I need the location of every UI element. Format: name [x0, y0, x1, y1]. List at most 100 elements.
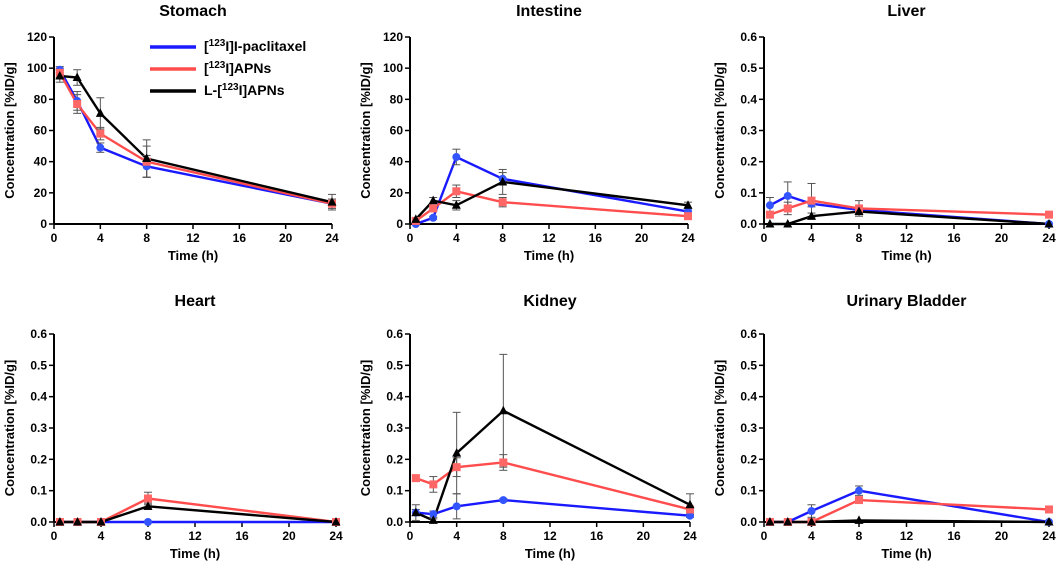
y-axis-label: Concentration [%ID/g] [2, 62, 17, 199]
x-axis-label: Time (h) [170, 546, 220, 561]
data-point [411, 214, 421, 223]
data-point [499, 458, 508, 467]
data-point [73, 100, 82, 109]
y-tick-label: 0.5 [740, 61, 757, 75]
data-point [855, 486, 863, 495]
chart-panel-heart: Heart 0.0 0.1 0.2 0.3 0.4 0.5 0.6 0 4 8 12 16 20 24 Tim… [2, 293, 343, 561]
y-tick-label: 0.0 [740, 217, 757, 231]
data-point [685, 499, 695, 509]
data-point [686, 511, 694, 520]
data-point [55, 517, 65, 526]
data-point [452, 448, 462, 457]
x-axis-label: Time (h) [881, 546, 931, 561]
data-point [96, 129, 105, 138]
data-point [855, 496, 863, 505]
data-point [854, 515, 864, 524]
y-tick-label: 0.2 [740, 452, 757, 466]
x-axis-label: Time (h) [168, 248, 218, 263]
data-point [765, 210, 774, 219]
x-tick-label: 24 [683, 529, 697, 543]
data-point [783, 517, 793, 526]
data-point [807, 517, 816, 526]
x-tick-label: 16 [235, 529, 249, 543]
data-point [451, 200, 461, 209]
x-tick-label: 20 [995, 529, 1009, 543]
x-tick-label: 8 [499, 231, 506, 245]
y-tick-label: 0.1 [740, 484, 757, 498]
y-tick-label: 0 [396, 217, 403, 231]
data-point [411, 474, 420, 483]
x-tick-label: 20 [635, 231, 649, 245]
data-point [807, 507, 816, 516]
x-tick-label: 8 [856, 231, 863, 245]
y-tick-label: 0.0 [30, 515, 47, 529]
data-point [765, 517, 775, 526]
data-point [854, 206, 864, 216]
x-tick-label: 12 [543, 529, 557, 543]
y-tick-label: 0.6 [740, 30, 757, 44]
chart-panel-kidney: Kidney 0.0 0.1 0.2 0.3 0.4 0.5 0.6 0 4 8 12 16 20 24 Ti… [358, 293, 697, 561]
y-tick-label: 20 [390, 186, 404, 200]
x-tick-label: 16 [233, 231, 247, 245]
data-point [331, 517, 341, 526]
data-point [765, 219, 775, 228]
x-tick-label: 16 [589, 231, 603, 245]
data-point [498, 198, 507, 207]
y-tick-label: 100 [27, 61, 47, 75]
y-tick-label: 60 [34, 124, 48, 138]
y-tick-label: 0.3 [740, 421, 757, 435]
x-tick-label: 0 [761, 231, 768, 245]
data-point [498, 176, 508, 186]
data-point [429, 510, 438, 519]
x-tick-label: 0 [407, 231, 414, 245]
data-point [807, 211, 816, 220]
x-tick-label: 8 [500, 529, 507, 543]
x-tick-label: 4 [808, 231, 815, 245]
x-tick-label: 12 [900, 231, 914, 245]
legend-label: L-[123I]APNs [204, 82, 285, 98]
y-tick-label: 0.5 [386, 358, 403, 372]
panel-title: Intestine [516, 3, 582, 20]
y-tick-label: 80 [390, 92, 404, 106]
y-tick-label: 20 [34, 186, 48, 200]
data-point [142, 153, 152, 163]
y-axis-label: Concentration [%ID/g] [2, 360, 17, 497]
x-tick-label: 8 [856, 529, 863, 543]
panel-title: Urinary Bladder [846, 293, 966, 310]
y-tick-label: 0.2 [740, 155, 757, 169]
y-axis-label: Concentration [%ID/g] [358, 62, 373, 199]
x-tick-label: 16 [590, 529, 604, 543]
data-point [96, 143, 105, 152]
y-tick-label: 80 [34, 92, 48, 106]
data-point [55, 70, 65, 80]
chart-panel-liver: Liver 0.0 0.1 0.2 0.3 0.4 0.5 0.6 0 4 8 12 16 20 24 Tim… [712, 3, 1056, 263]
y-tick-label: 0.5 [740, 358, 757, 372]
x-axis-label: Time (h) [525, 546, 575, 561]
y-axis-label: Concentration [%ID/g] [712, 62, 727, 199]
x-tick-label: 24 [1042, 529, 1056, 543]
x-tick-label: 4 [808, 529, 815, 543]
data-point [429, 213, 438, 222]
data-point [498, 405, 508, 415]
y-tick-label: 0.4 [386, 390, 403, 404]
data-point [765, 201, 774, 210]
data-point [499, 496, 508, 505]
x-axis-label: Time (h) [524, 248, 574, 263]
y-tick-label: 0.2 [386, 452, 403, 466]
data-point [452, 463, 461, 472]
data-point [452, 502, 461, 511]
y-tick-label: 0.4 [740, 92, 757, 106]
y-tick-label: 0.6 [386, 327, 403, 341]
data-point [96, 517, 106, 526]
y-axis-label: Concentration [%ID/g] [358, 360, 373, 497]
x-tick-label: 0 [51, 529, 58, 543]
y-tick-label: 0.3 [386, 421, 403, 435]
x-tick-label: 12 [542, 231, 556, 245]
y-tick-label: 0.4 [30, 390, 47, 404]
y-tick-label: 40 [390, 155, 404, 169]
panel-title: Liver [887, 3, 925, 20]
x-tick-label: 20 [279, 231, 293, 245]
panel-title: Kidney [523, 293, 576, 310]
y-tick-label: 0.1 [30, 484, 47, 498]
